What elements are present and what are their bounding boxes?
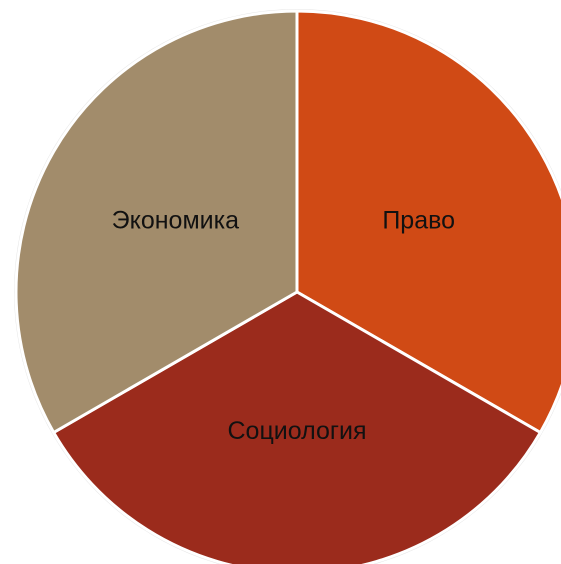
slice-label-1: Право (382, 206, 455, 234)
slice-label-2: Социология (228, 417, 367, 445)
pie-labels: Право Социология Экономика (112, 206, 455, 445)
pie-slices (14, 9, 561, 564)
slice-2 (52, 290, 542, 564)
slice-3 (14, 9, 299, 434)
slice-1 (295, 9, 561, 434)
slice-label-3: Экономика (112, 206, 239, 234)
